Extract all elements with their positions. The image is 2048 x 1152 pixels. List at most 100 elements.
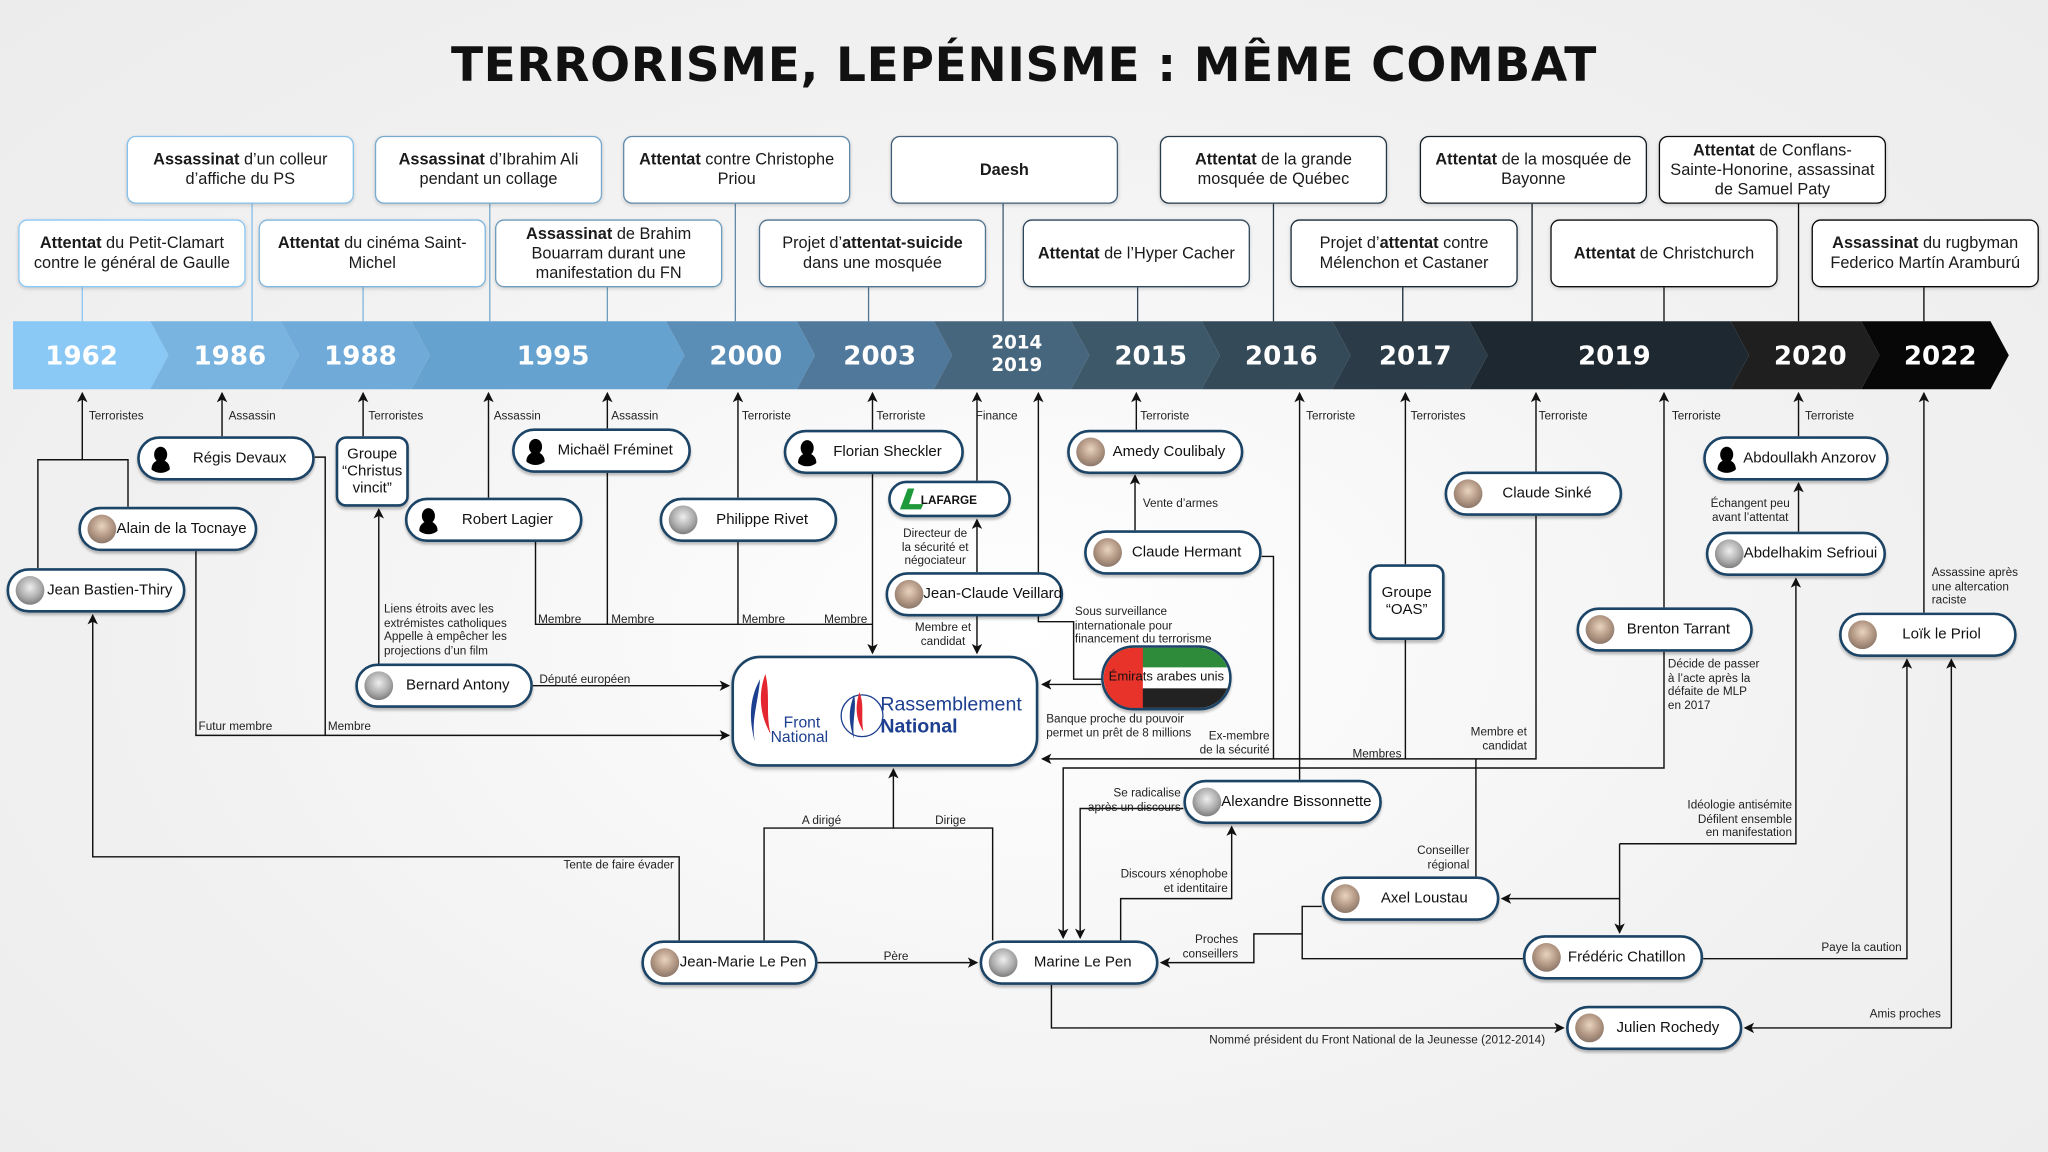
uae-label: Émirats arabes unis [1108, 670, 1225, 685]
event-box[interactable]: Attentat de la mosquée de Bayonne [1419, 135, 1648, 204]
svg-text:Front: Front [784, 715, 821, 732]
event-box[interactable]: Attentat de Conflans-Sainte-Honorine, as… [1658, 135, 1887, 204]
link-label: Amis proches [1869, 1007, 1941, 1021]
person-node[interactable]: Michaël Fréminet [511, 428, 691, 473]
event-detail: d’un colleur d’affiche du PS [185, 150, 328, 189]
person-node[interactable]: Amedy Coulibaly [1067, 429, 1244, 475]
person-node[interactable]: Alain de la Tocnaye [78, 506, 258, 552]
event-keyword: Attentat [639, 150, 701, 169]
uae-node[interactable]: Émirats arabes unis [1101, 645, 1232, 711]
timeline-year: 2022 [1903, 339, 1977, 371]
event-box[interactable]: Assassinat de Brahim Bouarram durant une… [495, 219, 723, 288]
event-box[interactable]: Attentat du Petit-Clamart contre le géné… [18, 219, 246, 288]
event-detail: de Christchurch [1635, 243, 1755, 262]
event-detail: de Conflans-Sainte-Honorine, assassinat … [1670, 140, 1875, 198]
person-name: Loïk le Priol [1902, 626, 1981, 643]
person-node[interactable]: Robert Lagier [404, 497, 583, 543]
arrow-connector [1703, 658, 1913, 960]
person-name: Axel Loustau [1380, 890, 1468, 907]
person-node[interactable]: Axel Loustau [1321, 876, 1500, 921]
uae-flag-icon [1103, 647, 1230, 708]
event-box[interactable]: Attentat de l’Hyper Cacher [1022, 219, 1250, 288]
event-keyword: Attentat [277, 233, 340, 253]
person-node[interactable]: Alexandre Bissonnette [1183, 779, 1382, 825]
person-name: Brenton Tarrant [1626, 621, 1730, 638]
event-text: Projet d’attentat contre Mélenchon et Ca… [1300, 234, 1509, 273]
event-box[interactable]: Attentat de la grande mosquée de Québec [1159, 135, 1388, 204]
person-node[interactable]: Claude Sinké [1444, 471, 1623, 516]
timeline-segment [1071, 321, 1220, 390]
link-label: Directeur de la sécurité et négociateur [901, 526, 969, 567]
person-node[interactable]: Jean-Marie Le Pen [641, 940, 818, 985]
link-label: Terroriste [1805, 408, 1855, 422]
event-box[interactable]: Projet d’attentat contre Mélenchon et Ca… [1290, 219, 1518, 288]
link-label: Tente de faire évader [563, 858, 674, 872]
person-node[interactable]: Loïk le Priol [1839, 612, 2017, 657]
event-box[interactable]: Attentat contre Christophe Priou [623, 135, 851, 204]
link-label: Assassine après une altercation raciste [1931, 565, 2019, 607]
event-box[interactable]: Assassinat d’Ibrahim Ali pendant un coll… [374, 135, 603, 204]
lafarge-node[interactable]: LAFARGE [888, 480, 1011, 518]
event-keyword: Attentat [1573, 243, 1636, 262]
person-node[interactable]: Groupe “OAS” [1368, 564, 1445, 640]
timeline-segment [1730, 321, 1880, 390]
timeline-year: 1988 [324, 339, 397, 371]
person-node[interactable]: Régis Devaux [137, 436, 315, 481]
link-label: Assassin [493, 408, 541, 422]
person-name: Marine Le Pen [1033, 954, 1132, 971]
person-node[interactable]: Jean-Claude Veillard [885, 572, 1064, 617]
person-node[interactable]: Philippe Rivet [659, 497, 838, 543]
link-label: Terroriste [1306, 408, 1356, 422]
link-label: Discours xénophobe et identitaire [1120, 867, 1228, 895]
event-text: Attentat contre Christophe Priou [632, 150, 841, 189]
person-name: Julien Rochedy [1616, 1020, 1720, 1036]
event-detail: Projet d’ [782, 233, 843, 253]
person-node[interactable]: Jean Bastien-Thiry [6, 568, 186, 613]
person-name: Abdoullakh Anzorov [1743, 450, 1877, 467]
timeline-year: 1986 [193, 339, 267, 371]
person-node[interactable]: Frédéric Chatillon [1522, 935, 1704, 980]
person-node[interactable]: Julien Rochedy [1566, 1005, 1743, 1051]
event-box[interactable]: Assassinat du rugbyman Federico Martín A… [1811, 219, 2039, 288]
person-node[interactable]: Brenton Tarrant [1576, 607, 1753, 652]
link-label: Banque proche du pouvoir permet un prêt … [1046, 711, 1192, 739]
person-name: Frédéric Chatillon [1567, 949, 1686, 966]
person-node[interactable]: Florian Sheckler [783, 429, 964, 475]
person-name: Groupe “OAS” [1381, 585, 1432, 618]
timeline-segment [1332, 321, 1488, 390]
person-name: Alain de la Tocnaye [116, 521, 247, 537]
person-node[interactable]: Abdoullakh Anzorov [1703, 436, 1889, 481]
event-box[interactable]: Attentat du cinéma Saint-Michel [258, 219, 486, 288]
link-label: Terroristes [88, 408, 144, 422]
link-label: Membre [538, 612, 582, 626]
link-label: Terroriste [1538, 408, 1588, 422]
event-keyword: Assassinat [526, 223, 613, 243]
timeline-segment [933, 321, 1090, 390]
timeline-year: 2017 [1378, 339, 1452, 371]
arrow-connector [195, 551, 731, 741]
line-connector [314, 456, 326, 736]
person-node[interactable]: Marine Le Pen [979, 940, 1159, 985]
link-label: Nommé président du Front National de la … [1209, 1033, 1546, 1047]
timeline-segment [1201, 321, 1351, 390]
event-box[interactable]: Assassinat d’un colleur d’affiche du PS [126, 135, 354, 204]
event-text: Attentat du cinéma Saint-Michel [268, 234, 477, 273]
svg-text:Rassemblement: Rassemblement [880, 694, 1022, 716]
link-label: Paye la caution [1821, 940, 1902, 954]
person-node[interactable]: Abdelhakim Sefrioui [1705, 531, 1887, 576]
line-connector [1301, 905, 1523, 960]
event-detail: contre Mélenchon et Castaner [1319, 233, 1489, 272]
person-node[interactable]: Bernard Antony [355, 663, 533, 708]
avatar [1848, 620, 1877, 650]
party-logos: Front National Rassemblement National [750, 673, 1022, 746]
event-text: Attentat du Petit-Clamart contre le géné… [27, 234, 236, 273]
front-national-rassemblement-national-node[interactable]: Front National Rassemblement National [731, 655, 1039, 767]
event-box[interactable]: Daesh [890, 135, 1119, 204]
line-connector [534, 542, 873, 626]
event-box[interactable]: Projet d’attentat-suicide dans une mosqu… [758, 219, 987, 288]
person-node[interactable]: Groupe “Christus vincit” [335, 436, 409, 507]
timeline-segment [1469, 321, 1749, 390]
event-box[interactable]: Attentat de Christchurch [1550, 219, 1778, 288]
person-node[interactable]: Claude Hermant [1084, 530, 1262, 575]
